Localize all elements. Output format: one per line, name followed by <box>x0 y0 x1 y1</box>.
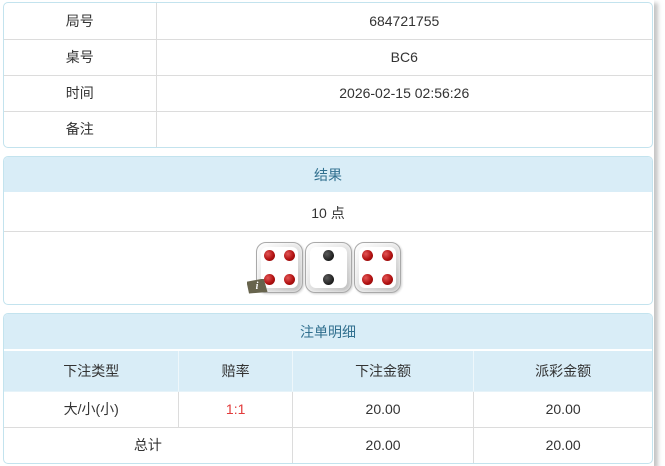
odds-value: 1:1 <box>178 391 293 428</box>
die-1-wrap: i <box>246 241 303 294</box>
bet-type-value: 大/小(小) <box>4 391 180 428</box>
bet-details-title: 注单明细 <box>4 314 652 351</box>
total-payout-amount: 20.00 <box>545 437 581 454</box>
table-row: 桌号 BC6 <box>4 39 652 76</box>
bet-details-table: 下注类型 赔率 下注金额 派彩金额 大/小(小) 1:1 20.00 20.00… <box>4 351 652 463</box>
remark-value <box>156 111 652 147</box>
total-bet-amount: 20.00 <box>292 427 475 463</box>
table-id-value: BC6 <box>156 39 652 76</box>
table-row: 备注 <box>4 111 652 147</box>
dice-row: i <box>4 232 652 304</box>
result-points: 10 点 <box>4 194 652 232</box>
table-row: 局号 684721755 <box>4 3 652 40</box>
table-header-row: 下注类型 赔率 下注金额 派彩金额 <box>4 351 652 392</box>
round-id-label: 局号 <box>4 3 157 40</box>
bet-details-panel: 注单明细 下注类型 赔率 下注金额 派彩金额 大/小(小) 1:1 20.00 … <box>3 313 653 464</box>
result-panel: 结果 10 点 i <box>3 156 653 305</box>
result-panel-title: 结果 <box>4 157 652 194</box>
col-header-payout-amount: 派彩金额 <box>473 351 652 392</box>
table-id-label: 桌号 <box>4 39 157 76</box>
bet-row: 大/小(小) 1:1 20.00 20.00 <box>4 391 652 428</box>
table-row: 时间 2026-02-15 02:56:26 <box>4 75 652 112</box>
die-2-icon <box>304 241 352 293</box>
die-3-icon <box>353 241 401 293</box>
col-header-bet-type: 下注类型 <box>4 351 180 392</box>
bet-amount-value: 20.00 <box>292 391 475 428</box>
payout-amount-value: 20.00 <box>473 391 652 428</box>
col-header-bet-amount: 下注金额 <box>292 351 475 392</box>
total-label: 总计 <box>4 427 293 463</box>
info-badge-icon[interactable]: i <box>246 278 268 294</box>
time-value: 2026-02-15 02:56:26 <box>156 75 652 112</box>
remark-label: 备注 <box>4 111 157 147</box>
total-row: 总计 20.00 20.00 <box>4 427 652 463</box>
time-label: 时间 <box>4 75 157 112</box>
col-header-odds: 赔率 <box>178 351 293 392</box>
round-info-panel: 局号 684721755 桌号 BC6 时间 2026-02-15 02:56:… <box>3 2 653 148</box>
round-id-value: 684721755 <box>156 3 652 40</box>
round-info-table: 局号 684721755 桌号 BC6 时间 2026-02-15 02:56:… <box>4 3 652 147</box>
